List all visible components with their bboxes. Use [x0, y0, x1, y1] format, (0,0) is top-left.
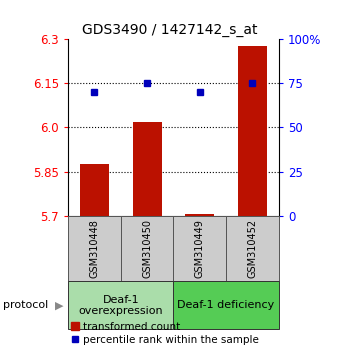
Bar	[173, 216, 226, 281]
Bar	[68, 216, 121, 281]
Bar	[68, 281, 173, 329]
Text: Deaf-1
overexpression: Deaf-1 overexpression	[79, 295, 163, 316]
Bar	[133, 121, 161, 216]
Bar	[238, 46, 267, 216]
Text: Deaf-1 deficiency: Deaf-1 deficiency	[177, 300, 275, 310]
Text: GSM310450: GSM310450	[142, 219, 152, 278]
Text: GSM310449: GSM310449	[195, 219, 205, 278]
Text: GSM310448: GSM310448	[89, 219, 99, 278]
Text: ▶: ▶	[55, 300, 64, 310]
Text: GDS3490 / 1427142_s_at: GDS3490 / 1427142_s_at	[82, 23, 258, 37]
Text: GSM310452: GSM310452	[248, 219, 257, 278]
Legend: transformed count, percentile rank within the sample: transformed count, percentile rank withi…	[66, 317, 263, 349]
Bar	[226, 216, 279, 281]
Bar	[185, 214, 214, 216]
Text: protocol: protocol	[3, 300, 49, 310]
Bar	[121, 216, 173, 281]
Bar	[80, 164, 109, 216]
Bar	[173, 281, 279, 329]
